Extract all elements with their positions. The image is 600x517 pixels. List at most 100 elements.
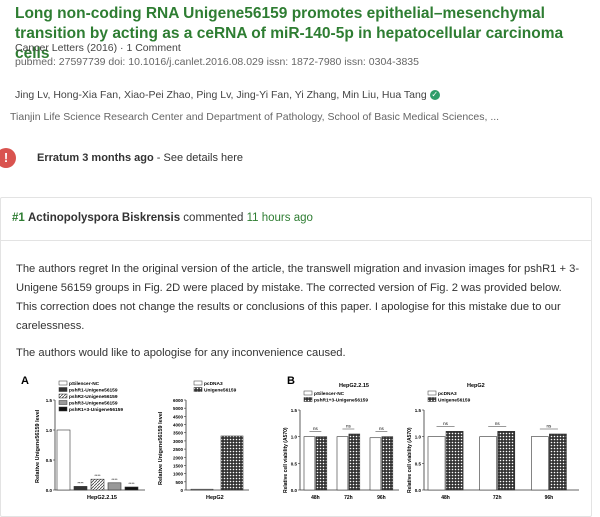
b2-significance: ns — [443, 421, 449, 426]
a1-legend-swatch — [58, 406, 68, 412]
b2-bar — [531, 436, 549, 491]
affiliation: Tianjin Life Science Research Center and… — [10, 111, 500, 123]
a2-tick: 6000 — [173, 398, 184, 403]
a1-bar — [124, 486, 139, 491]
b2-legend-label: pcDNA3 — [438, 391, 457, 397]
b1-x-label: 72h — [344, 495, 353, 501]
a2-legend-label: pcDNA3 — [204, 381, 223, 387]
erratum-notice: Erratum 3 months ago - See details here — [37, 152, 243, 164]
b1-bar — [303, 436, 316, 491]
erratum-figure: A Relative Unigene56159 level 0.0 0.5 1.0 1… — [21, 375, 579, 501]
commenter-name[interactable]: Actinopolyspora Biskrensis — [28, 212, 181, 224]
b2-ylabel: Relative cell viability (A570) — [407, 427, 413, 493]
a1-significance: **** — [128, 481, 135, 486]
comment-paragraph-2: The authors would like to apologise for … — [16, 347, 346, 359]
a1-ylabel: Relative Unigene56159 level — [35, 409, 41, 483]
panel-a-label: A — [21, 375, 29, 387]
chart-b2: HepG2 Relative cell viability (A570) 0.0… — [407, 383, 579, 501]
a1-legend-label: pshR2-Unigene56159 — [69, 394, 118, 400]
a2-ylabel: Relative Unigene56159 level — [158, 411, 164, 485]
b1-x-label: 96h — [377, 495, 386, 501]
a1-tick: 0.5 — [46, 458, 53, 463]
authors-text: Jing Lv, Hong-Xia Fan, Xiao-Pei Zhao, Pi… — [15, 89, 427, 101]
article-title[interactable]: Long non-coding RNA Unigene56159 promote… — [15, 5, 564, 62]
b2-x-label: 48h — [441, 495, 450, 501]
commenter-line: #1 Actinopolyspora Biskrensis commented … — [12, 212, 313, 224]
b1-ylabel: Relative cell viability (A570) — [283, 427, 289, 493]
b2-bar — [549, 433, 567, 491]
b1-x-label: 48h — [311, 495, 320, 501]
a1-bar — [107, 482, 122, 491]
verified-icon: ✓ — [429, 90, 440, 100]
a2-tick: 1500 — [173, 463, 184, 468]
b1-bar — [381, 436, 394, 491]
a1-significance: **** — [77, 480, 84, 485]
a2-legend-swatch — [193, 387, 203, 392]
b1-bar — [369, 437, 382, 491]
a2-tick: 500 — [175, 480, 183, 485]
identifiers-line: pubmed: 27597739 doi: 10.1016/j.canlet.2… — [15, 56, 419, 68]
b1-tick: 0.5 — [291, 461, 298, 466]
a1-legend-label: pshR3-Unigene56159 — [69, 401, 118, 407]
b1-significance: ns — [379, 426, 385, 431]
a2-tick: 4500 — [173, 414, 184, 419]
b2-tick: 0.0 — [415, 488, 422, 493]
b2-bar — [497, 431, 516, 491]
a2-tick: 5000 — [173, 406, 184, 411]
a1-bar — [56, 429, 71, 491]
a2-legend-label: Unigene56159 — [204, 388, 237, 394]
a1-bar — [73, 486, 88, 491]
a2-tick: 2500 — [173, 447, 184, 452]
a2-tick: 2000 — [173, 455, 184, 460]
a1-bar — [90, 478, 105, 491]
comment-number[interactable]: #1 — [12, 212, 25, 224]
a2-tick: 4000 — [173, 423, 184, 428]
a2-tick: 1000 — [173, 472, 184, 477]
b2-bar — [445, 431, 464, 491]
b2-tick: 1.0 — [415, 435, 422, 440]
b1-tick: 1.5 — [291, 408, 298, 413]
comment-paragraph-1: The authors regret In the original versi… — [16, 263, 580, 332]
panel-b-label: B — [287, 375, 295, 387]
a2-legend-swatch — [193, 380, 203, 386]
comment-card: #1 Actinopolyspora Biskrensis commented … — [0, 197, 592, 517]
b2-bar — [427, 436, 446, 491]
a2-bar — [190, 488, 214, 491]
b1-legend-label: pSilencer-NC — [314, 391, 345, 397]
a1-significance: **** — [111, 477, 118, 482]
b2-title: HepG2 — [467, 383, 485, 389]
b1-title: HepG2.2.15 — [339, 383, 369, 389]
b2-significance: ns — [547, 424, 553, 429]
b2-tick: 0.5 — [415, 461, 422, 466]
b1-bar — [336, 436, 349, 491]
a1-legend-label: pSilencer-NC — [69, 381, 100, 387]
erratum-details-link[interactable]: See details here — [163, 152, 244, 164]
a2-tick: 3000 — [173, 439, 184, 444]
b2-legend-swatch — [427, 390, 437, 396]
b2-legend-swatch — [427, 397, 437, 402]
a2-bar — [220, 435, 244, 491]
erratum-separator: - — [153, 152, 164, 164]
comment-action: commented — [180, 212, 247, 224]
chart-b1: HepG2.2.15 Relative cell viability (A570… — [283, 383, 399, 501]
a1-legend-label: pshR1+3-Unigene56159 — [69, 407, 123, 413]
a1-legend-label: pshR1-Unigene56159 — [69, 388, 118, 394]
alert-icon: ! — [0, 148, 16, 168]
a1-tick: 0.0 — [46, 488, 53, 493]
b1-legend-swatch — [303, 397, 313, 402]
b1-significance: ns — [313, 426, 319, 431]
b2-legend-label: Unigene56159 — [438, 398, 471, 404]
b2-significance: ns — [495, 421, 501, 426]
b2-x-label: 72h — [493, 495, 502, 501]
a1-significance: **** — [94, 473, 101, 478]
b1-tick: 0.0 — [291, 488, 298, 493]
b1-legend-swatch — [303, 390, 313, 396]
b1-bar — [348, 433, 361, 491]
a1-legend-swatch — [58, 387, 68, 392]
a2-tick: 3500 — [173, 431, 184, 436]
journal-line: Cancer Letters (2016) · 1 Comment — [15, 42, 181, 54]
chart-a1: Relative Unigene56159 level 0.0 0.5 1.0 1.5… — [35, 380, 145, 501]
comment-time[interactable]: 11 hours ago — [246, 212, 313, 224]
a1-legend-swatch — [58, 400, 68, 405]
a1-legend-swatch — [58, 380, 68, 386]
